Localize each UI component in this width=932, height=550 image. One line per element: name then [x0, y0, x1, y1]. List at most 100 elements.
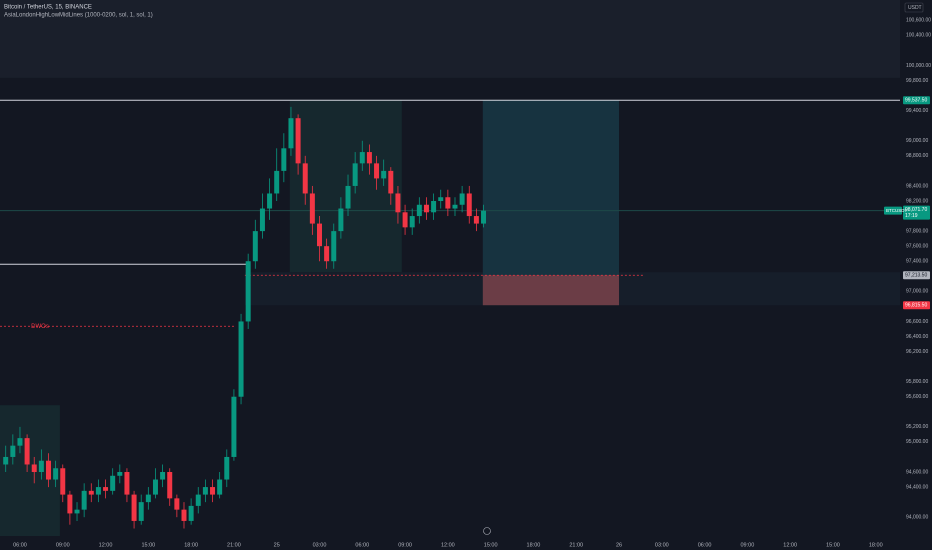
- candle-body: [174, 498, 180, 510]
- x-tick-label: 21:00: [227, 542, 241, 548]
- candle-body: [117, 472, 123, 476]
- candle-body: [281, 148, 287, 171]
- candle-body: [481, 210, 487, 224]
- candle-body: [267, 193, 273, 209]
- candle-body: [181, 509, 187, 521]
- candle-body: [24, 438, 30, 465]
- candle-body: [202, 487, 208, 495]
- candle-body: [238, 321, 244, 397]
- last-price: 98,071.70: [905, 207, 927, 213]
- candle-body: [124, 472, 130, 495]
- candle-body: [81, 490, 87, 510]
- candle-body: [131, 494, 137, 521]
- y-tick-label: 98,400.00: [906, 183, 928, 189]
- x-tick-label: 18:00: [184, 542, 198, 548]
- x-tick-label: 25: [274, 542, 280, 548]
- x-tick-label: 09:00: [398, 542, 412, 548]
- x-tick-label: 06:00: [13, 542, 27, 548]
- candle-body: [31, 464, 37, 473]
- candle-body: [288, 118, 294, 149]
- candle-body: [224, 456, 230, 480]
- y-tick-label: 100,000.00: [906, 63, 931, 69]
- candle-body: [316, 223, 322, 247]
- candle-body: [473, 216, 479, 224]
- candle-body: [231, 396, 237, 457]
- y-tick-label: 97,800.00: [906, 228, 928, 234]
- candle-body: [409, 216, 415, 228]
- candle-body: [103, 487, 109, 491]
- candle-body: [45, 460, 51, 480]
- chart-title: Bitcoin / TetherUS, 15, BINANCE: [4, 5, 92, 11]
- candle-body: [160, 472, 166, 480]
- candle-body: [210, 487, 216, 495]
- candle-body: [416, 204, 422, 217]
- candle-body: [452, 204, 458, 209]
- y-tick-label: 97,400.00: [906, 259, 928, 265]
- x-tick-label: 12:00: [441, 542, 455, 548]
- candle-body: [167, 472, 173, 499]
- candle-body: [366, 152, 372, 164]
- candle-body: [10, 445, 16, 457]
- last-price-bg: [903, 205, 930, 220]
- indicator-title: AsiaLondonHighLowMidLines (1000-0200, so…: [4, 13, 153, 19]
- candle-body: [359, 152, 365, 164]
- x-tick-label: 12:00: [783, 542, 797, 548]
- candle-body: [95, 487, 101, 495]
- y-tick-label: 98,800.00: [906, 153, 928, 159]
- candle-body: [309, 193, 315, 224]
- y-tick-label: 100,600.00: [906, 18, 931, 24]
- line-label: DWOs: [31, 324, 49, 330]
- y-tick-label: 95,000.00: [906, 439, 928, 445]
- candle-body: [445, 197, 451, 209]
- x-tick-label: 03:00: [313, 542, 327, 548]
- candle-body: [352, 163, 358, 186]
- x-tick-label: 06:00: [355, 542, 369, 548]
- zone: [482, 275, 620, 306]
- x-tick-label: 18:00: [869, 542, 883, 548]
- zone: [482, 100, 620, 276]
- candle-body: [423, 204, 429, 213]
- candle-body: [345, 185, 351, 209]
- y-tick-label: 99,800.00: [906, 78, 928, 84]
- candle-body: [302, 163, 308, 194]
- candle-body: [60, 468, 66, 495]
- candle-body: [217, 479, 223, 495]
- y-tick-label: 95,600.00: [906, 394, 928, 400]
- candle-body: [17, 438, 23, 446]
- event-icon[interactable]: [483, 527, 491, 535]
- y-tick-label: 94,000.00: [906, 515, 928, 521]
- y-tick-label: 99,400.00: [906, 108, 928, 114]
- x-tick-label: 12:00: [99, 542, 113, 548]
- y-tick-label: 97,000.00: [906, 289, 928, 295]
- candle-body: [195, 494, 201, 506]
- candle-body: [188, 505, 194, 521]
- x-tick-label: 21:00: [569, 542, 583, 548]
- currency: USDT: [908, 5, 922, 11]
- candle-body: [431, 201, 437, 213]
- y-tick-label: 95,800.00: [906, 379, 928, 385]
- candle-body: [466, 193, 472, 217]
- candle-body: [459, 193, 465, 205]
- candle-body: [53, 468, 59, 480]
- y-tick-label: 99,000.00: [906, 138, 928, 144]
- x-tick-label: 06:00: [698, 542, 712, 548]
- price-label-bg: [903, 301, 930, 310]
- x-tick-label: 03:00: [655, 542, 669, 548]
- countdown: 17:19: [905, 213, 918, 219]
- candle-body: [274, 170, 280, 194]
- price-label: 99,537.50: [905, 98, 927, 104]
- candle-body: [395, 193, 401, 213]
- candle-body: [259, 208, 265, 232]
- y-tick-label: 98,200.00: [906, 198, 928, 204]
- candle-body: [338, 208, 344, 232]
- x-tick-label: 26: [616, 542, 622, 548]
- currency-box[interactable]: [904, 2, 924, 13]
- x-tick-label: 09:00: [741, 542, 755, 548]
- candle-body: [38, 460, 44, 473]
- zone: [0, 0, 900, 78]
- candle-body: [152, 479, 158, 495]
- price-label-bg: [903, 96, 930, 105]
- candle-body: [402, 212, 408, 228]
- candle-body: [331, 231, 337, 262]
